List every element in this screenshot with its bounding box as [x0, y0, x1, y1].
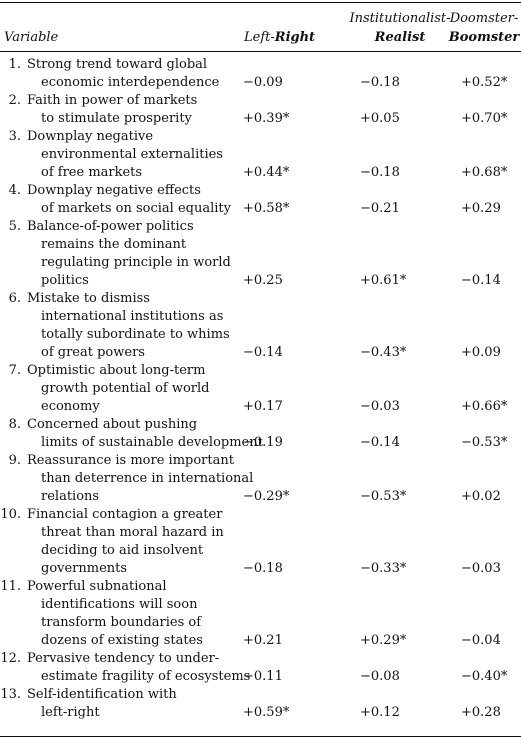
variable-description: Faith in power of markets to stimulate pr… — [27, 93, 198, 126]
left-right-value: +0.58* — [243, 201, 290, 216]
table-row: 8. Concerned about pushing limits of susta… — [0, 416, 521, 452]
row-number: 8. — [8, 417, 21, 432]
left-right-value: −0.14 — [243, 345, 283, 360]
doomster-boomster-value: +0.66* — [461, 399, 508, 414]
table-row: 12. Pervasive tendency to under-estimate … — [0, 650, 521, 686]
table-row: 3. Downplay negative environmental externa… — [0, 128, 521, 182]
doomster-boomster-value: +0.68* — [461, 165, 508, 180]
variable-description: Downplay negative environmental externali… — [27, 129, 223, 180]
institutionalist-realist-value: −0.53* — [360, 489, 407, 504]
table-row: 6. Mistake to dismiss international instit… — [0, 290, 521, 362]
doomster-boomster-value: −0.04 — [461, 633, 501, 648]
left-right-value: +0.44* — [243, 165, 290, 180]
variable-description: Reassurance is more important than deterr… — [27, 453, 254, 504]
left-right-value: −0.09 — [243, 75, 283, 90]
institutionalist-realist-value: −0.43* — [360, 345, 407, 360]
institutionalist-realist-value: −0.18 — [360, 75, 400, 90]
header-doomster-boomster: Doomster- Boomster — [448, 11, 520, 45]
doomster-boomster-value: −0.14 — [461, 273, 501, 288]
institutionalist-realist-value: +0.12 — [360, 705, 400, 720]
row-number: 7. — [8, 363, 21, 378]
institutionalist-realist-value: +0.29* — [360, 633, 407, 648]
bottom-rule — [0, 736, 521, 737]
variable-description: Pervasive tendency to under-estimate fra… — [27, 651, 251, 684]
table-row: 1. Strong trend toward global economic int… — [0, 56, 521, 92]
variable-description: Self-identification with left-right — [27, 687, 177, 720]
header-left-right: Left-Right — [244, 30, 316, 45]
doomster-boomster-value: −0.53* — [461, 435, 508, 450]
left-right-value: −0.19 — [243, 435, 283, 450]
row-number: 12. — [0, 651, 21, 666]
left-right-value: +0.21 — [243, 633, 283, 648]
table-row: 4. Downplay negative effects of markets on… — [0, 182, 521, 218]
row-number: 6. — [8, 291, 21, 306]
row-number: 13. — [0, 687, 21, 702]
institutionalist-realist-value: +0.61* — [360, 273, 407, 288]
row-number: 2. — [8, 93, 21, 108]
row-number: 1. — [8, 57, 21, 72]
doomster-boomster-value: +0.29 — [461, 201, 501, 216]
row-number: 9. — [8, 453, 21, 468]
table-row: 7. Optimistic about long-term growth poten… — [0, 362, 521, 416]
row-number: 3. — [8, 129, 21, 144]
institutionalist-realist-value: −0.21 — [360, 201, 400, 216]
table-row: 2. Faith in power of markets to stimulate … — [0, 92, 521, 128]
table-row: 11. Powerful subnational identifications w… — [0, 578, 521, 650]
doomster-boomster-value: +0.52* — [461, 75, 508, 90]
institutionalist-realist-value: −0.18 — [360, 165, 400, 180]
header-variable: Variable — [4, 30, 59, 45]
left-right-value: +0.17 — [243, 399, 283, 414]
institutionalist-realist-value: −0.14 — [360, 435, 400, 450]
row-number: 4. — [8, 183, 21, 198]
institutionalist-realist-value: −0.33* — [360, 561, 407, 576]
left-right-value: +0.39* — [243, 111, 290, 126]
doomster-boomster-value: +0.28 — [461, 705, 501, 720]
variable-description: Powerful subnational identifications will… — [27, 579, 203, 648]
left-right-value: +0.59* — [243, 705, 290, 720]
row-number: 10. — [0, 507, 21, 522]
table-row: 9. Reassurance is more important than dete… — [0, 452, 521, 506]
doomster-boomster-value: −0.40* — [461, 669, 508, 684]
variable-description: Downplay negative effects of markets on s… — [27, 183, 231, 216]
left-right-value: −0.29* — [243, 489, 290, 504]
doomster-boomster-value: +0.70* — [461, 111, 508, 126]
variable-description: Mistake to dismiss international institut… — [27, 291, 230, 360]
header-rule — [0, 51, 521, 52]
variable-description: Strong trend toward global economic inter… — [27, 57, 220, 90]
header-institutionalist-realist: Institutionalist- Realist — [349, 11, 451, 45]
left-right-value: +0.25 — [243, 273, 283, 288]
variable-description: Optimistic about long-term growth potenti… — [27, 363, 210, 414]
institutionalist-realist-value: −0.08 — [360, 669, 400, 684]
table-row: 13. Self-identification with left-right +0.… — [0, 686, 521, 722]
table-body: 1. Strong trend toward global economic int… — [0, 56, 521, 722]
institutionalist-realist-value: +0.05 — [360, 111, 400, 126]
left-right-value: −0.18 — [243, 561, 283, 576]
table-row: 5. Balance-of-power politics remains the d… — [0, 218, 521, 290]
row-number: 5. — [8, 219, 21, 234]
row-number: 11. — [0, 579, 21, 594]
doomster-boomster-value: −0.03 — [461, 561, 501, 576]
institutionalist-realist-value: −0.03 — [360, 399, 400, 414]
table-row: 10. Financial contagion a greater threat t… — [0, 506, 521, 578]
left-right-value: −0.11 — [243, 669, 283, 684]
top-rule — [0, 2, 521, 3]
doomster-boomster-value: +0.02 — [461, 489, 501, 504]
doomster-boomster-value: +0.09 — [461, 345, 501, 360]
variable-description: Financial contagion a greater threat than… — [27, 507, 224, 576]
variable-description: Balance-of-power politics remains the dom… — [27, 219, 231, 288]
variable-description: Concerned about pushing limits of sustain… — [27, 417, 263, 450]
